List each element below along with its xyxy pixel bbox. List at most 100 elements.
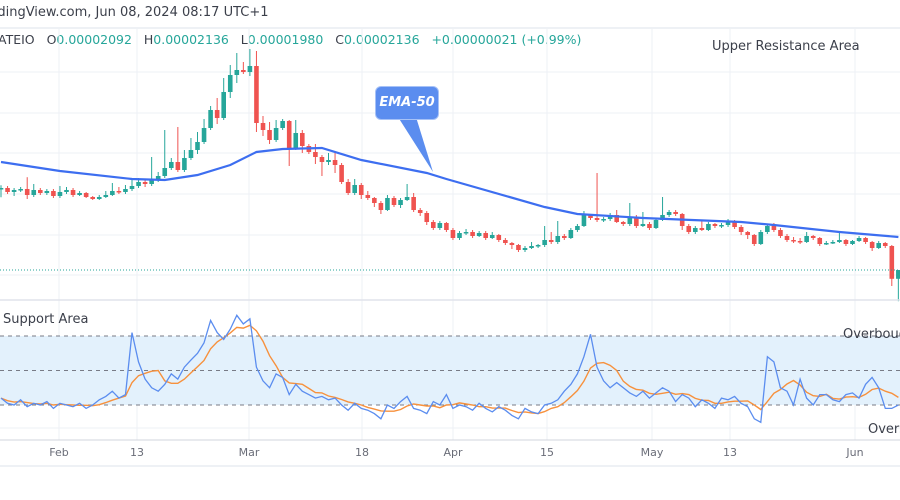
candle (241, 62, 246, 74)
candle (437, 221, 443, 230)
candle-body (483, 233, 488, 238)
candle (201, 119, 207, 144)
candle (424, 211, 430, 225)
candle (627, 203, 633, 226)
candle (712, 223, 718, 228)
candle (404, 184, 410, 201)
legend-high-label: H (143, 32, 154, 47)
candle (830, 240, 836, 244)
candle (666, 210, 672, 217)
candle-body (385, 198, 390, 210)
candle (24, 177, 30, 199)
candle (542, 226, 547, 247)
candle-body (5, 188, 10, 192)
candle-body (634, 218, 639, 226)
chart-header: TradingView.com, Jun 08, 2024 08:17 UTC+… (0, 0, 900, 29)
candle (90, 196, 95, 200)
candle (837, 232, 842, 243)
x-tick-label: 13 (723, 446, 737, 459)
candle-body (57, 192, 63, 196)
candle-body (241, 70, 246, 72)
candle (260, 116, 266, 136)
candle (142, 180, 148, 187)
candle-body (103, 195, 109, 197)
candle (660, 197, 665, 221)
candle-body (751, 235, 757, 244)
candle-body (378, 203, 384, 210)
candle (247, 49, 253, 76)
candle (365, 191, 371, 200)
candle-body (18, 189, 23, 191)
legend-close-value: 0.00002136 (343, 32, 420, 47)
ema-50-callout: EMA-50 (375, 86, 439, 120)
candle (489, 232, 495, 239)
candle (293, 120, 299, 150)
candle (162, 130, 168, 178)
candle (286, 120, 292, 166)
candle (529, 242, 534, 249)
candle-body (666, 212, 672, 215)
legend-open-label: O (46, 32, 57, 47)
candle (882, 242, 888, 248)
candle-body (437, 223, 443, 228)
candle-body (850, 241, 855, 244)
candle (896, 270, 900, 302)
candle (889, 245, 895, 286)
candle-body (562, 236, 567, 238)
x-tick-label: 13 (130, 446, 144, 459)
candle (444, 222, 449, 232)
candle-body (620, 222, 626, 224)
candle (77, 191, 82, 196)
candle (332, 152, 338, 173)
candle (358, 183, 364, 199)
candle (620, 221, 626, 226)
candle (850, 240, 855, 245)
candle-body (260, 123, 266, 130)
candle-body (234, 70, 240, 75)
candle-body (182, 158, 187, 170)
candle (555, 221, 561, 244)
candle-body (889, 246, 895, 279)
candle-body (778, 230, 783, 236)
candle-body (319, 157, 325, 162)
candle-body (516, 245, 521, 250)
candle-body (771, 226, 777, 230)
candle-body (372, 198, 377, 203)
candle-body (522, 248, 528, 250)
candle-body (90, 197, 95, 199)
candle-body (358, 185, 364, 195)
candle (856, 236, 862, 242)
candle-body (417, 210, 423, 213)
candle (699, 220, 705, 231)
candle-body (738, 227, 744, 232)
x-tick-label: 18 (355, 446, 369, 459)
candle (352, 179, 357, 195)
candle (411, 193, 416, 212)
candle (869, 241, 875, 251)
candle (326, 153, 331, 165)
candle (339, 163, 344, 184)
candle (214, 98, 220, 124)
candle-body (51, 191, 56, 196)
candle (824, 241, 829, 245)
x-tick-label: Feb (49, 446, 69, 459)
candle-body (660, 215, 665, 220)
candle-body (300, 133, 305, 146)
candle-body (352, 185, 357, 193)
candle (548, 232, 554, 244)
candle-body (765, 226, 770, 232)
candle-body (332, 160, 338, 165)
candle-body (686, 226, 692, 232)
candle-body (719, 225, 724, 227)
candle (0, 185, 4, 198)
candle (476, 231, 482, 237)
candle (129, 180, 135, 191)
candle-body (463, 232, 469, 234)
candle (18, 187, 23, 192)
x-tick-label: Mar (238, 446, 260, 459)
candle (221, 78, 226, 120)
candle-body (627, 218, 633, 224)
legend-low-value: 0.00001980 (247, 32, 324, 47)
candle (647, 222, 652, 230)
